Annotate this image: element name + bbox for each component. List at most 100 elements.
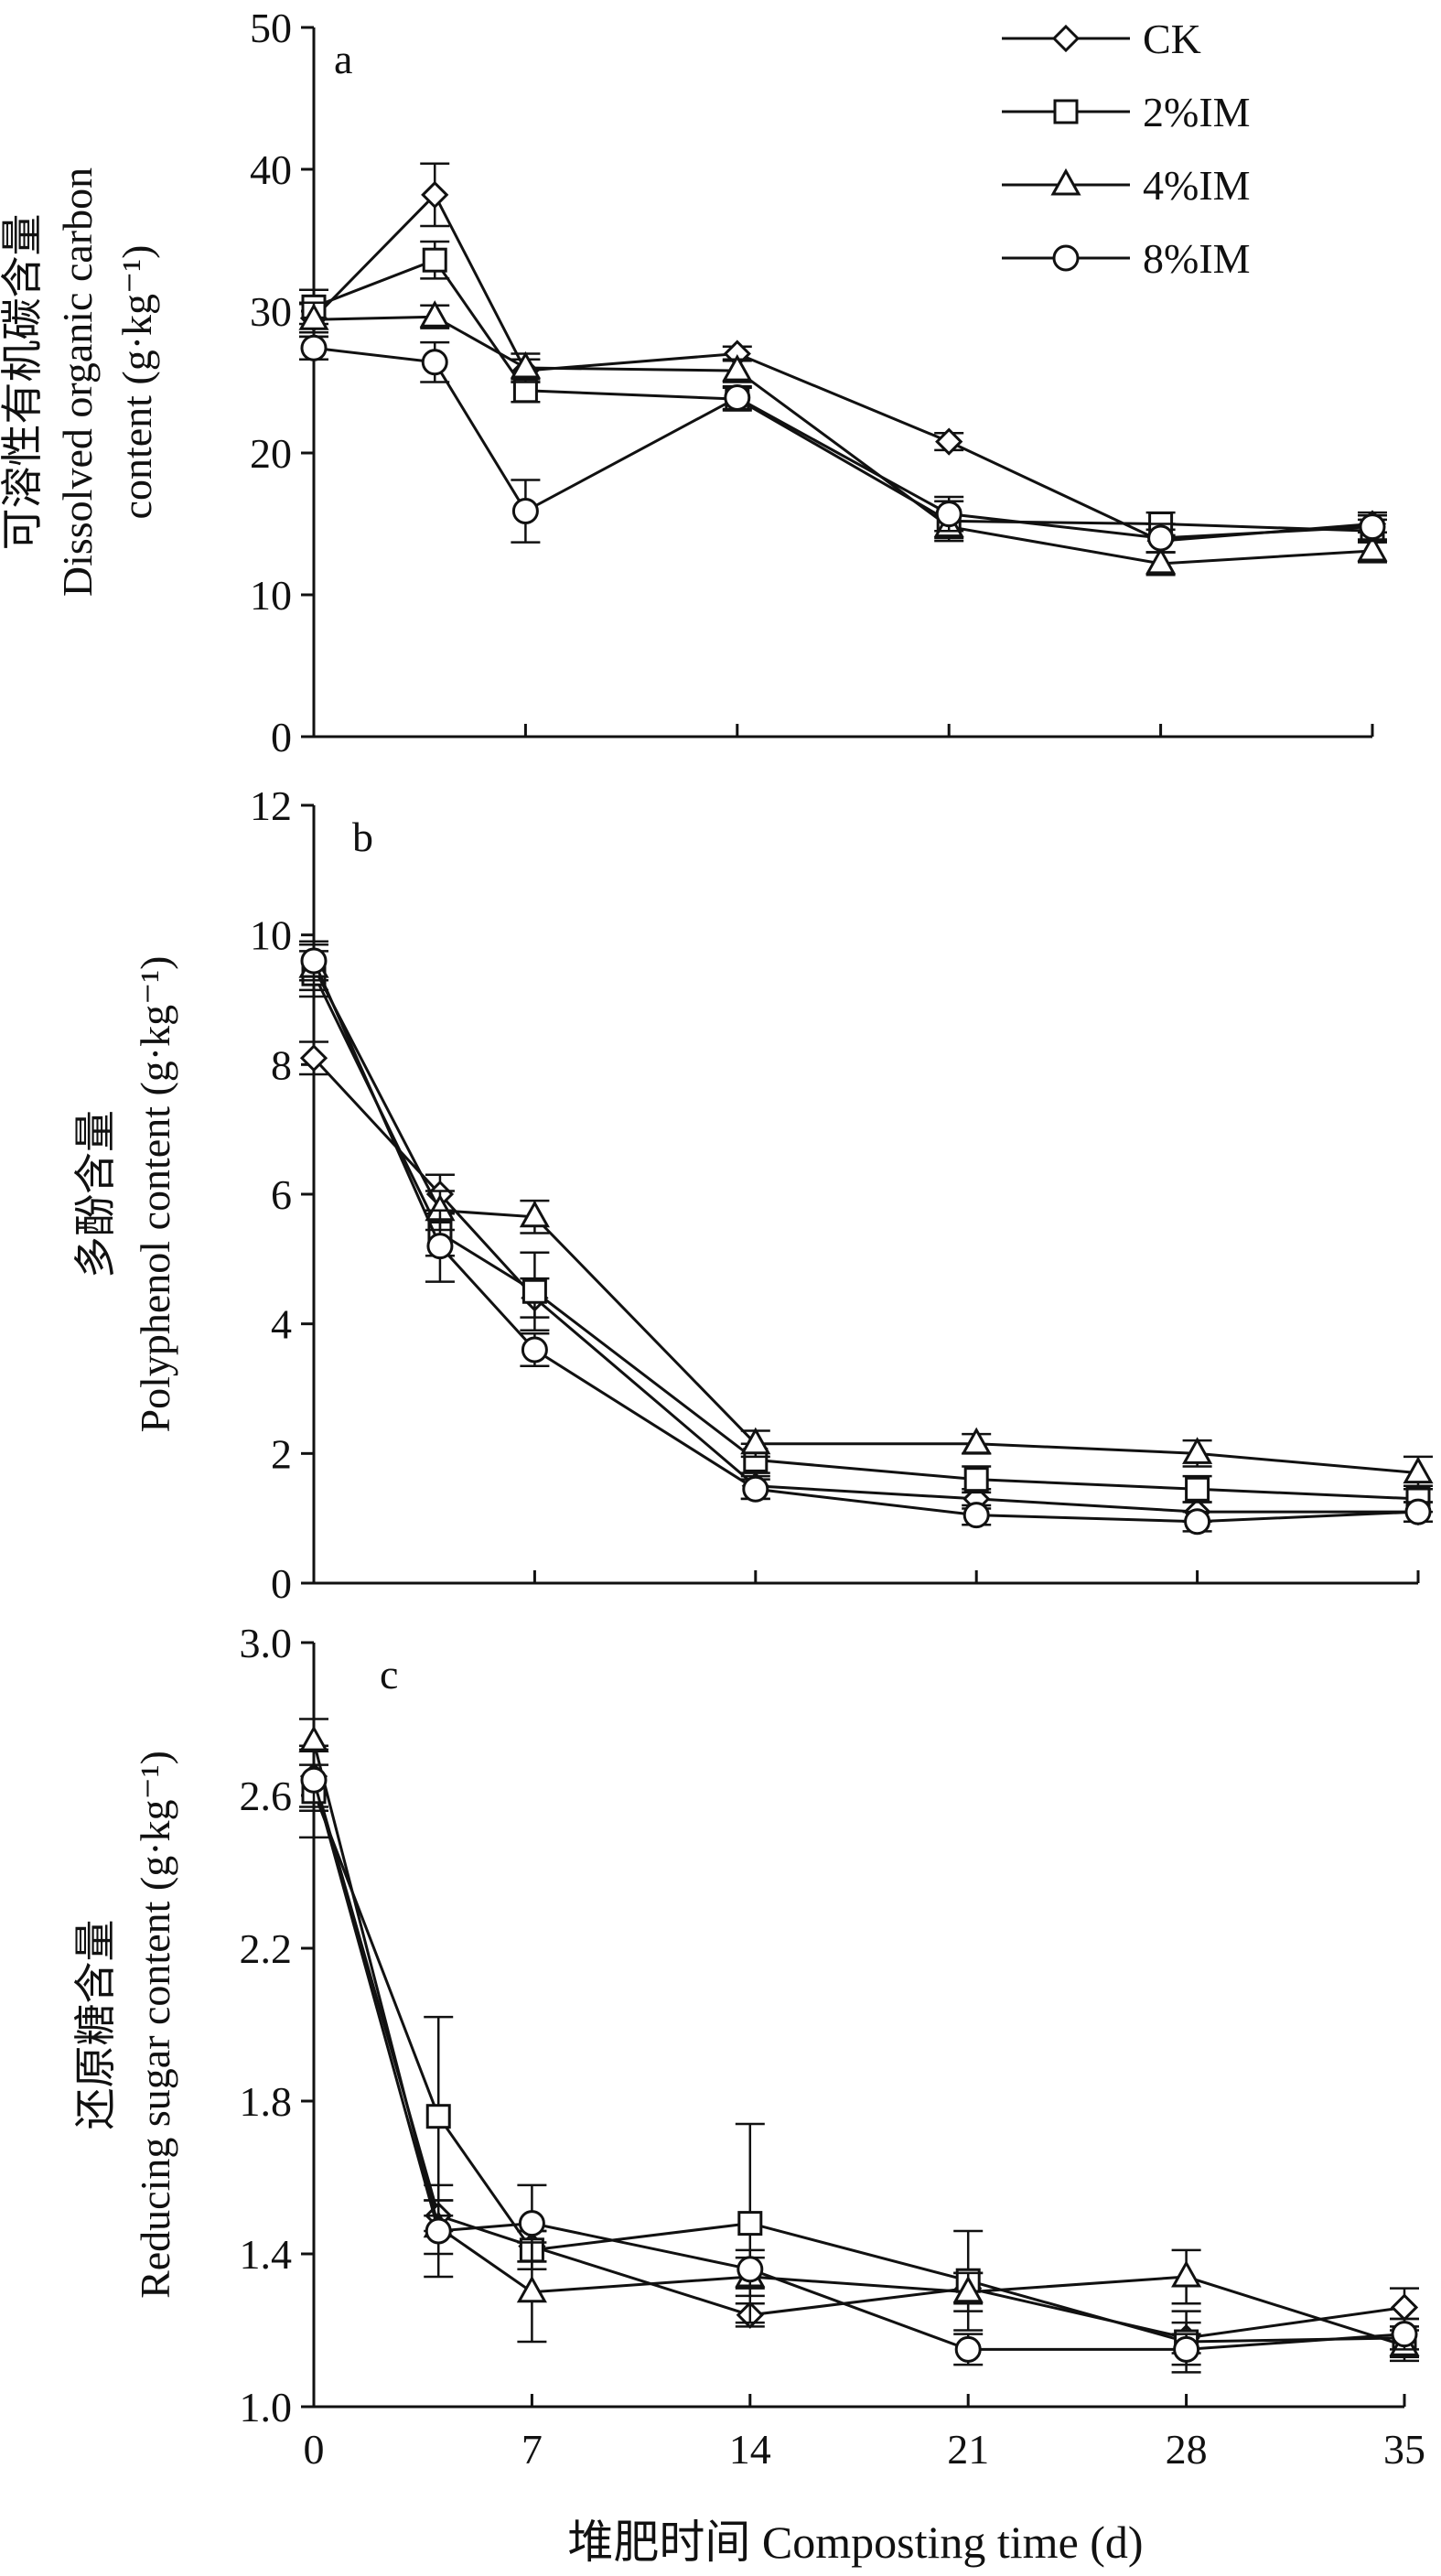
data-point (425, 2217, 452, 2245)
series-line (313, 346, 1373, 540)
panel-letter: c (380, 1651, 398, 1698)
x-tick-label: 21 (947, 2426, 989, 2473)
x-tick-label: 0 (304, 2426, 325, 2473)
data-point (1182, 1437, 1213, 1464)
series-8pctim (299, 940, 1433, 1536)
y-tick-label: 1.4 (240, 2231, 293, 2278)
series-ck (299, 1040, 1433, 1526)
y-tick-label: 2.2 (240, 1925, 293, 1972)
series-4pctim (298, 1718, 1420, 2363)
series-2pctim (299, 950, 1433, 1514)
series-line (312, 960, 1419, 1524)
y-axis-label: Dissolved organic carbon (54, 167, 101, 597)
data-point (300, 947, 328, 975)
panel-letter: b (352, 814, 373, 860)
legend: CK 2%IM 4%IM 8%IM (1002, 16, 1251, 282)
y-axis-label: 可溶性有机碳含量 (0, 214, 46, 551)
chart-panel-b: 0 2 4 6 8 10 12 b 多酚含量 Polyphenol content (g·kg⁻¹… (72, 782, 1434, 1607)
data-point (522, 1278, 547, 1304)
legend-entry-8pctim: 8%IM (1002, 235, 1251, 282)
y-tick-label: 30 (250, 288, 292, 335)
y-axis-label: Polyphenol content (g·kg⁻¹) (132, 956, 178, 1433)
data-point (740, 1427, 771, 1455)
data-point (742, 1475, 769, 1503)
series-line (313, 258, 1373, 533)
data-point (1147, 524, 1175, 552)
x-axis-label: 堆肥时间 Composting time (d) (567, 2517, 1143, 2568)
series-line (312, 1741, 1405, 2347)
series-line (312, 1779, 1405, 2351)
legend-marker (1052, 244, 1080, 272)
data-point (421, 349, 448, 376)
data-point (1403, 1456, 1434, 1484)
y-tick-label: 40 (250, 146, 292, 193)
data-point (1357, 534, 1388, 562)
y-axis-label: 多酚含量 (72, 1110, 119, 1278)
data-point (935, 427, 963, 456)
y-tick-label: 4 (271, 1301, 292, 1348)
data-point (722, 354, 753, 382)
data-point (518, 2210, 545, 2237)
data-point (724, 384, 751, 412)
y-tick-label: 10 (250, 572, 292, 619)
data-point (425, 2104, 451, 2129)
y-tick-label: 20 (250, 430, 292, 477)
legend-label: 4%IM (1143, 162, 1251, 209)
panel-letter: a (334, 36, 352, 82)
x-tick-label: 35 (1383, 2426, 1425, 2473)
series-line (312, 966, 1419, 1475)
data-point (1184, 1508, 1211, 1536)
y-axis-label: 还原糖含量 (72, 1920, 119, 2130)
y-tick-label: 0 (271, 714, 292, 760)
data-point (952, 2275, 984, 2303)
data-point (300, 334, 328, 361)
data-point (1391, 2321, 1418, 2348)
data-point (298, 303, 329, 330)
data-point (516, 2275, 547, 2303)
y-axis-label: Reducing sugar content (g·kg⁻¹) (132, 1751, 178, 2299)
legend-entry-ck: CK (1002, 16, 1201, 62)
series-ck (299, 162, 1387, 555)
y-tick-label: 3.0 (240, 1620, 293, 1666)
data-point (426, 1233, 454, 1260)
y-tick-label: 8 (271, 1041, 292, 1088)
y-tick-label: 50 (250, 5, 292, 51)
data-point (1185, 1476, 1210, 1502)
data-point (963, 1467, 989, 1493)
x-tick-label: 7 (522, 2426, 543, 2473)
data-point (737, 2256, 764, 2283)
y-axis-label: content (g·kg⁻¹) (113, 245, 160, 520)
data-point (298, 1725, 329, 1753)
data-point (1390, 2293, 1419, 2322)
y-tick-label: 1.8 (240, 2078, 293, 2125)
y-tick-label: 2 (271, 1430, 292, 1477)
legend-marker (1051, 24, 1081, 53)
y-tick-label: 10 (250, 912, 292, 959)
series-2pctim (299, 240, 1387, 544)
data-point (519, 1200, 550, 1228)
series-ck (299, 1744, 1419, 2355)
y-tick-label: 2.6 (240, 1773, 293, 1819)
data-point (1359, 513, 1386, 541)
data-point (935, 501, 962, 528)
data-point (737, 2211, 763, 2236)
data-point (1404, 1498, 1432, 1525)
chart-panel-a: 0 10 20 30 40 50 a 可溶性有机碳含量 Dissolved organic ca… (0, 5, 1388, 760)
x-tick-label: 28 (1166, 2426, 1208, 2473)
series-2pctim (299, 1744, 1419, 2374)
data-point (511, 498, 539, 525)
y-tick-label: 12 (250, 782, 292, 829)
data-point (961, 1427, 992, 1455)
legend-label: CK (1143, 16, 1201, 62)
data-point (962, 1502, 990, 1529)
data-point (1145, 546, 1177, 575)
legend-entry-4pctim: 4%IM (1002, 162, 1251, 209)
data-point (512, 378, 538, 404)
data-point (300, 1766, 328, 1794)
data-point (954, 2335, 982, 2363)
data-point (510, 350, 541, 379)
series-4pctim (298, 943, 1434, 1491)
legend-label: 8%IM (1143, 235, 1251, 282)
